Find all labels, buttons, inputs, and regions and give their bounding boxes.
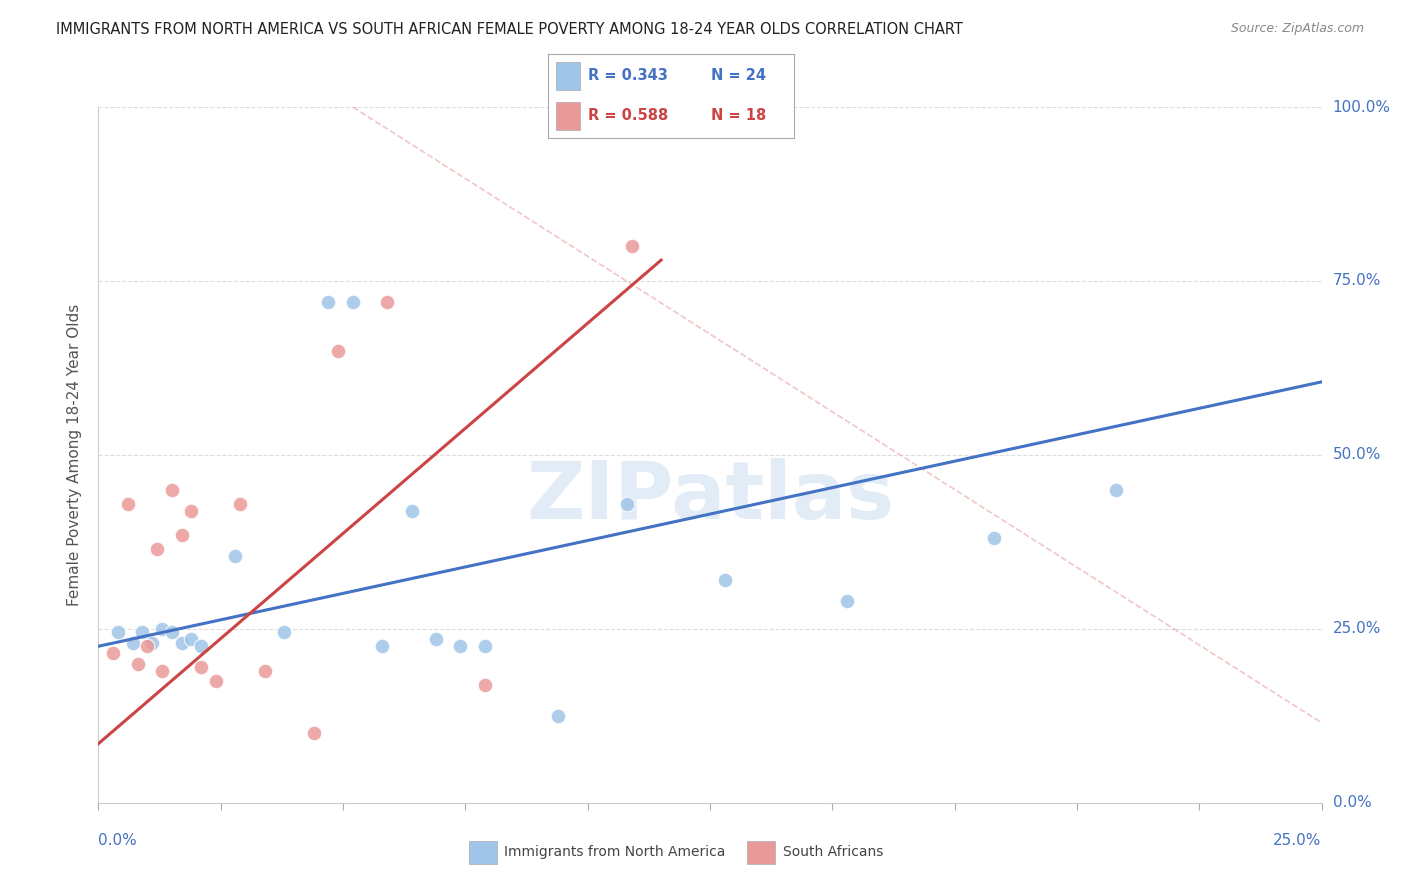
Text: 25.0%: 25.0%: [1333, 622, 1381, 636]
Point: [160, 483, 183, 497]
Point: [205, 674, 228, 689]
Point: [229, 497, 252, 511]
Point: [616, 497, 638, 511]
Point: [190, 660, 212, 674]
Point: [101, 646, 124, 660]
Point: [835, 594, 858, 608]
Point: [146, 541, 169, 556]
Point: [117, 497, 139, 511]
Point: [121, 636, 143, 650]
Point: [141, 636, 163, 650]
Y-axis label: Female Poverty Among 18-24 Year Olds: Female Poverty Among 18-24 Year Olds: [67, 304, 83, 606]
Point: [371, 639, 394, 653]
Text: R = 0.588: R = 0.588: [588, 108, 668, 123]
Bar: [748, 841, 775, 864]
Point: [180, 503, 202, 517]
Point: [1105, 483, 1128, 497]
Text: N = 18: N = 18: [710, 108, 766, 123]
Bar: [555, 62, 581, 90]
Text: 0.0%: 0.0%: [98, 833, 138, 848]
Text: Source: ZipAtlas.com: Source: ZipAtlas.com: [1230, 22, 1364, 36]
Point: [170, 636, 193, 650]
Text: ZIPatlas: ZIPatlas: [526, 458, 894, 536]
Point: [180, 632, 202, 647]
Bar: [555, 102, 581, 130]
Point: [474, 639, 496, 653]
Point: [127, 657, 149, 671]
Point: [375, 294, 398, 309]
Point: [318, 294, 340, 309]
Point: [425, 632, 447, 647]
Text: 0.0%: 0.0%: [1333, 796, 1371, 810]
Bar: [470, 841, 496, 864]
Point: [190, 639, 212, 653]
Text: IMMIGRANTS FROM NORTH AMERICA VS SOUTH AFRICAN FEMALE POVERTY AMONG 18-24 YEAR O: IMMIGRANTS FROM NORTH AMERICA VS SOUTH A…: [56, 22, 963, 37]
Point: [107, 625, 129, 640]
Point: [131, 625, 153, 640]
Text: 25.0%: 25.0%: [1274, 833, 1322, 848]
Point: [450, 639, 472, 653]
Text: 50.0%: 50.0%: [1333, 448, 1381, 462]
Point: [474, 677, 496, 691]
Point: [713, 573, 735, 587]
Point: [983, 532, 1005, 546]
Text: 75.0%: 75.0%: [1333, 274, 1381, 288]
Text: 100.0%: 100.0%: [1333, 100, 1391, 114]
Point: [224, 549, 246, 563]
Point: [170, 528, 193, 542]
Text: R = 0.343: R = 0.343: [588, 69, 668, 84]
Point: [401, 503, 423, 517]
Point: [547, 708, 569, 723]
Point: [136, 639, 159, 653]
Point: [328, 343, 350, 358]
Point: [620, 239, 643, 253]
Point: [150, 622, 173, 636]
Point: [253, 664, 276, 678]
Text: N = 24: N = 24: [710, 69, 766, 84]
Point: [150, 664, 173, 678]
Point: [342, 294, 364, 309]
Point: [302, 726, 325, 740]
Point: [273, 625, 295, 640]
Text: South Africans: South Africans: [783, 845, 883, 859]
Text: Immigrants from North America: Immigrants from North America: [505, 845, 725, 859]
Point: [160, 625, 183, 640]
